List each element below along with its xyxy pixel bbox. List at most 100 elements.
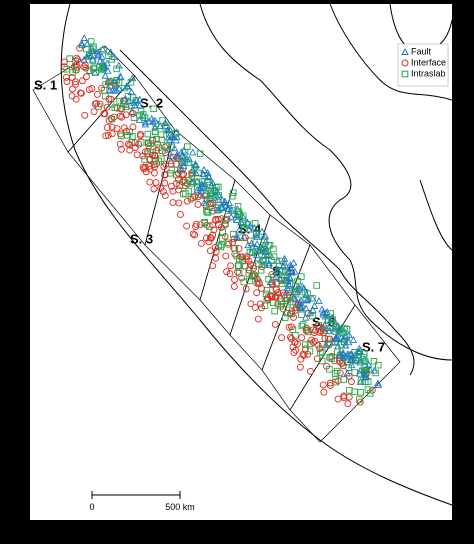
event	[157, 184, 165, 192]
event	[356, 396, 363, 403]
event	[331, 370, 339, 377]
event	[191, 160, 200, 168]
event	[221, 197, 229, 205]
event	[136, 95, 144, 103]
event	[118, 105, 125, 113]
event	[311, 337, 319, 345]
event	[288, 268, 296, 276]
event	[146, 165, 154, 173]
event	[361, 373, 369, 381]
coast	[199, 3, 453, 361]
event	[273, 266, 281, 274]
event	[224, 240, 232, 248]
event	[306, 367, 314, 375]
event	[278, 334, 286, 342]
event	[258, 284, 266, 292]
event	[334, 395, 342, 403]
event	[256, 300, 264, 308]
event	[90, 43, 97, 50]
event	[284, 280, 293, 288]
event	[139, 112, 147, 120]
event	[302, 327, 310, 335]
event	[175, 186, 183, 194]
event	[253, 289, 261, 297]
event	[234, 268, 242, 276]
event	[331, 357, 339, 365]
event	[197, 187, 206, 195]
event	[298, 282, 306, 290]
segment-label: S. 7	[362, 339, 385, 354]
legend-item: Fault	[401, 46, 432, 56]
event	[258, 304, 266, 312]
event	[341, 325, 348, 332]
event	[271, 307, 278, 315]
event	[117, 132, 125, 140]
event	[239, 257, 246, 264]
event	[355, 344, 364, 352]
event	[285, 323, 293, 331]
event	[155, 157, 163, 165]
event	[193, 185, 202, 193]
event	[129, 110, 137, 117]
event	[278, 298, 285, 306]
segment-label: S. 3	[130, 231, 153, 246]
event	[361, 363, 368, 370]
event	[111, 104, 119, 111]
event	[239, 212, 247, 220]
event	[170, 153, 177, 161]
event	[211, 244, 219, 251]
event	[264, 252, 272, 259]
event	[183, 197, 191, 205]
event	[172, 130, 180, 137]
event	[135, 116, 144, 123]
event	[102, 132, 110, 140]
event	[189, 230, 197, 238]
event	[102, 81, 109, 88]
event	[319, 381, 327, 389]
event	[219, 228, 227, 236]
trench	[60, 3, 453, 506]
coastlines	[60, 3, 453, 506]
event	[92, 99, 100, 107]
event	[311, 329, 318, 337]
event	[191, 161, 200, 169]
event	[152, 147, 160, 155]
event	[215, 192, 223, 199]
event	[141, 118, 150, 126]
event	[163, 142, 171, 150]
event	[231, 244, 238, 252]
event	[286, 298, 294, 306]
event	[89, 55, 97, 63]
legend-item: Intraslab	[401, 68, 446, 78]
event	[80, 55, 88, 63]
event	[296, 363, 304, 371]
event	[99, 63, 108, 71]
event	[108, 130, 116, 138]
event	[108, 115, 116, 123]
event	[364, 378, 372, 385]
event	[345, 330, 353, 338]
event	[167, 156, 175, 164]
event	[348, 354, 356, 362]
event	[222, 252, 230, 260]
event	[202, 191, 210, 198]
event	[321, 335, 329, 342]
event	[319, 310, 328, 318]
event	[128, 139, 136, 146]
event	[83, 73, 90, 81]
coast	[119, 49, 415, 376]
event	[90, 65, 97, 73]
event	[215, 221, 223, 229]
event	[192, 220, 200, 228]
event	[244, 221, 252, 228]
event	[116, 140, 124, 148]
event	[77, 89, 84, 97]
event	[146, 162, 154, 170]
event	[172, 180, 180, 187]
event	[105, 52, 112, 59]
legend-marker	[401, 59, 409, 67]
event	[326, 382, 334, 390]
event	[339, 353, 348, 361]
event	[207, 234, 214, 242]
